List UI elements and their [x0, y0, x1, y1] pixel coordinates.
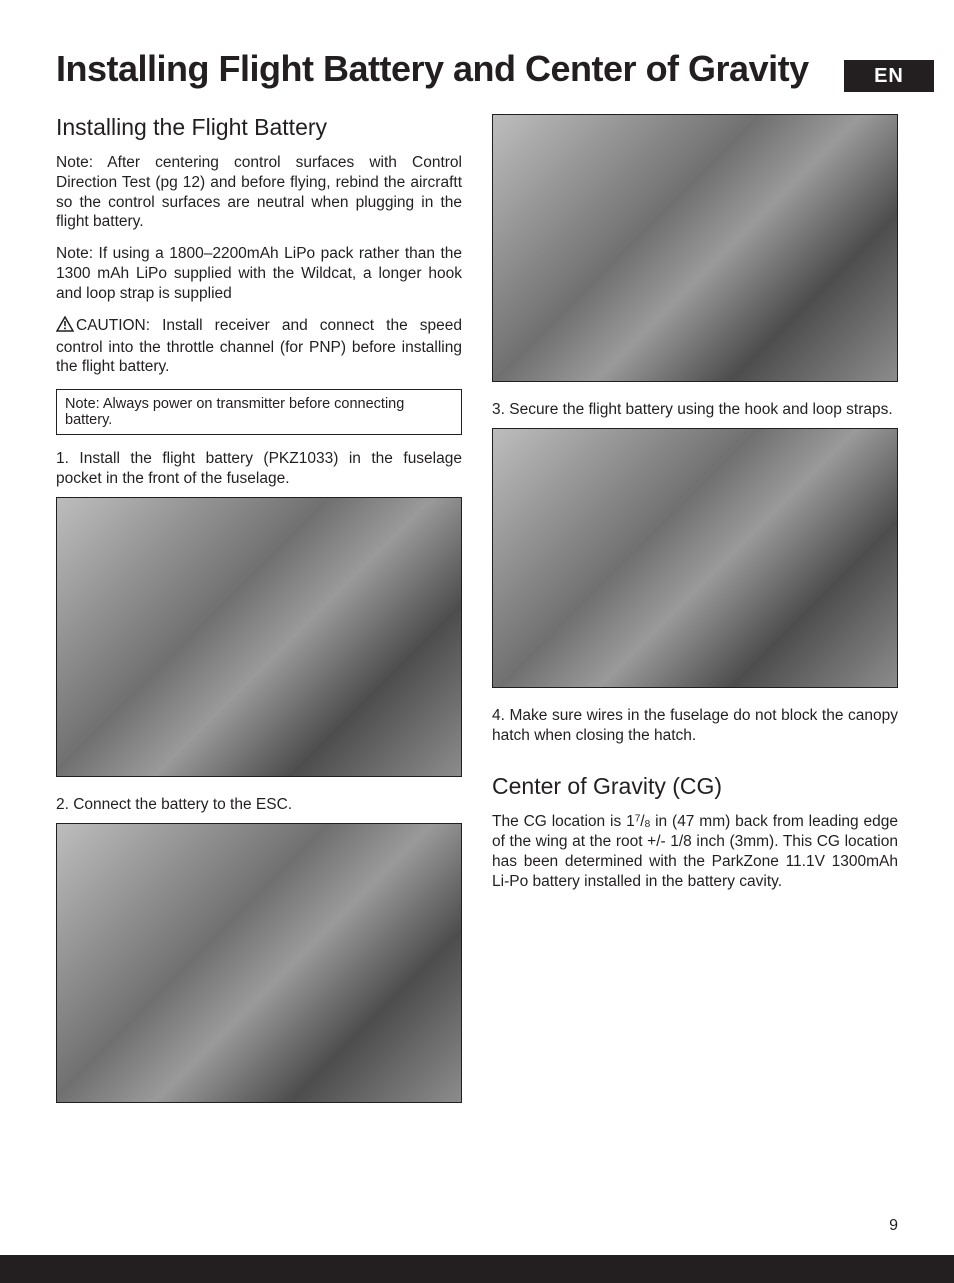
language-badge: EN	[844, 60, 934, 92]
step-4: 4. Make sure wires in the fuselage do no…	[492, 706, 898, 746]
two-column-layout: Installing the Flight Battery Note: Afte…	[56, 114, 898, 1103]
step-1: 1. Install the flight battery (PKZ1033) …	[56, 449, 462, 489]
page-title: Installing Flight Battery and Center of …	[56, 48, 898, 90]
warning-icon	[56, 316, 74, 338]
photo-fuselage-wires	[492, 114, 898, 382]
step-2: 2. Connect the battery to the ESC.	[56, 795, 462, 815]
caution-receiver: CAUTION: Install receiver and connect th…	[56, 316, 462, 377]
note-box-power-transmitter: Note: Always power on transmitter before…	[56, 389, 462, 435]
footer-bar	[0, 1255, 954, 1283]
photo-connect-esc	[56, 823, 462, 1103]
caution-text: CAUTION: Install receiver and connect th…	[56, 317, 462, 376]
left-column: Installing the Flight Battery Note: Afte…	[56, 114, 462, 1103]
right-column: 3. Secure the flight battery using the h…	[492, 114, 898, 1103]
page-root: EN Installing Flight Battery and Center …	[0, 48, 954, 1283]
section-heading-cg: Center of Gravity (CG)	[492, 773, 898, 800]
cg-text-pre: The CG location is 1	[492, 813, 635, 830]
section-heading-install-battery: Installing the Flight Battery	[56, 114, 462, 141]
step-3: 3. Secure the flight battery using the h…	[492, 400, 898, 420]
cg-frac-numerator: 7	[635, 814, 641, 825]
cg-paragraph: The CG location is 17/8 in (47 mm) back …	[492, 812, 898, 891]
photo-install-battery	[56, 497, 462, 777]
note-lipo-strap: Note: If using a 1800–2200mAh LiPo pack …	[56, 244, 462, 303]
page-number: 9	[889, 1217, 898, 1235]
photo-hook-loop	[492, 428, 898, 688]
note-centering-surfaces: Note: After centering control surfaces w…	[56, 153, 462, 232]
